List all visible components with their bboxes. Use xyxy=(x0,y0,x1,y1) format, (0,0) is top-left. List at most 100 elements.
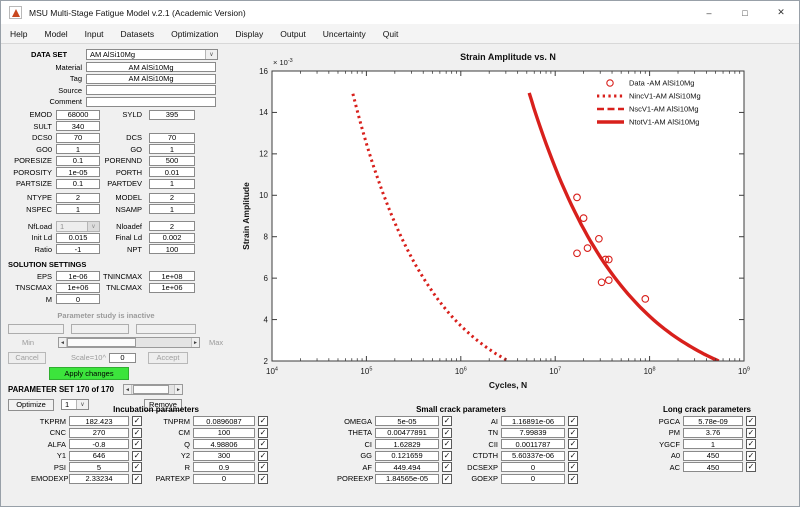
parameter-set-slider[interactable]: ◄ ► xyxy=(123,384,184,395)
remove-button[interactable]: Remove xyxy=(144,398,182,411)
field-material-input[interactable]: AM AlSi10Mg xyxy=(86,62,216,72)
field-pgca-input[interactable]: 5.78e-09 xyxy=(683,416,743,427)
field-ntype-input[interactable]: 2 xyxy=(56,192,100,203)
checkbox-y2[interactable]: ✓ xyxy=(258,450,268,461)
checkbox-dcsexp[interactable]: ✓ xyxy=(568,462,578,473)
minimize-icon[interactable]: – xyxy=(706,7,712,18)
menu-item-datasets[interactable]: Datasets xyxy=(120,28,155,39)
menu-item-uncertainty[interactable]: Uncertainty xyxy=(322,28,366,39)
field-tn-input[interactable]: 7.99839 xyxy=(501,427,565,438)
arrow-right-icon[interactable]: ► xyxy=(191,338,199,347)
field-r-input[interactable]: 0.9 xyxy=(193,462,255,473)
field-alfa-input[interactable]: -0.8 xyxy=(69,439,129,450)
field-ctdth-input[interactable]: 5.60337e-06 xyxy=(501,450,565,461)
field-nfload-select[interactable]: 1 ∨ xyxy=(56,220,100,232)
field-go-input[interactable]: 1 xyxy=(149,144,195,154)
field-nsamp-input[interactable]: 1 xyxy=(149,204,195,214)
field-ci-input[interactable]: 1.62829 xyxy=(375,439,439,450)
checkbox-ctdth[interactable]: ✓ xyxy=(568,450,578,461)
checkbox-a0[interactable]: ✓ xyxy=(746,450,756,461)
field-y1-input[interactable]: 646 xyxy=(69,450,129,461)
menu-item-optimization[interactable]: Optimization xyxy=(171,28,219,39)
param-study-field-1[interactable] xyxy=(8,323,64,334)
field-eps-input[interactable]: 1e-06 xyxy=(56,271,100,281)
menu-item-display[interactable]: Display xyxy=(235,28,264,39)
checkbox-ygcf[interactable]: ✓ xyxy=(746,439,756,450)
checkbox-ac[interactable]: ✓ xyxy=(746,462,756,473)
field-q-input[interactable]: 4.98806 xyxy=(193,439,255,450)
field-cnc-input[interactable]: 270 xyxy=(69,427,129,438)
checkbox-ai[interactable]: ✓ xyxy=(568,416,578,427)
field-emod-input[interactable]: 68000 xyxy=(56,109,100,120)
field-syld-input[interactable]: 395 xyxy=(149,109,195,120)
field-tkprm-input[interactable]: 182.423 xyxy=(69,416,129,427)
menu-item-help[interactable]: Help xyxy=(10,28,28,39)
menu-item-quit[interactable]: Quit xyxy=(382,28,399,39)
checkbox-cnc[interactable]: ✓ xyxy=(132,427,142,438)
checkbox-tkprm[interactable]: ✓ xyxy=(132,416,142,427)
menu-item-output[interactable]: Output xyxy=(280,28,306,39)
close-icon[interactable]: ✕ xyxy=(777,7,785,17)
menu-item-input[interactable]: Input xyxy=(84,28,104,39)
dataset-select[interactable]: AM AlSi10Mg ∨ xyxy=(86,49,218,60)
field-ygcf-input[interactable]: 1 xyxy=(683,439,743,450)
field-goexp-input[interactable]: 0 xyxy=(501,473,565,484)
field-tnlcmax-input[interactable]: 1e+06 xyxy=(149,282,195,293)
field-cm-input[interactable]: 100 xyxy=(193,427,255,438)
field-a0-input[interactable]: 450 xyxy=(683,450,743,461)
arrow-right-icon[interactable]: ► xyxy=(174,385,183,394)
field-ratio-input[interactable]: -1 xyxy=(56,244,100,254)
field-porennd-input[interactable]: 500 xyxy=(149,155,195,166)
optimize-button[interactable]: Optimize xyxy=(8,398,54,411)
field-tnscmax-input[interactable]: 1e+06 xyxy=(56,282,100,293)
field-m-input[interactable]: 0 xyxy=(56,294,100,304)
field-final-ld-input[interactable]: 0.002 xyxy=(149,232,195,243)
field-nspec-input[interactable]: 1 xyxy=(56,204,100,214)
field-partexp-input[interactable]: 0 xyxy=(193,473,255,484)
checkbox-emodexp[interactable]: ✓ xyxy=(132,473,142,484)
checkbox-pgca[interactable]: ✓ xyxy=(746,416,756,427)
range-slider[interactable]: ◄ ► xyxy=(58,337,200,348)
checkbox-ci[interactable]: ✓ xyxy=(442,439,452,450)
param-study-field-2[interactable] xyxy=(71,323,129,334)
field-dcs-input[interactable]: 70 xyxy=(149,132,195,143)
field-go0-input[interactable]: 1 xyxy=(56,144,100,154)
checkbox-alfa[interactable]: ✓ xyxy=(132,439,142,450)
field-comment-input[interactable] xyxy=(86,96,216,107)
checkbox-cii[interactable]: ✓ xyxy=(568,439,578,450)
field-npt-input[interactable]: 100 xyxy=(149,244,195,254)
apply-changes-button[interactable]: Apply changes xyxy=(49,366,129,380)
param-study-field-3[interactable] xyxy=(136,323,196,334)
field-cii-input[interactable]: 0.0011787 xyxy=(501,439,565,450)
slider-thumb[interactable] xyxy=(132,385,169,394)
field-af-input[interactable]: 449.494 xyxy=(375,462,439,473)
checkbox-pm[interactable]: ✓ xyxy=(746,427,756,438)
field-model-input[interactable]: 2 xyxy=(149,192,195,203)
checkbox-af[interactable]: ✓ xyxy=(442,462,452,473)
field-theta-input[interactable]: 0.00477891 xyxy=(375,427,439,438)
slider-thumb[interactable] xyxy=(67,338,137,347)
field-ac-input[interactable]: 450 xyxy=(683,462,743,473)
field-tag-input[interactable]: AM AlSi10Mg xyxy=(86,73,216,84)
accept-button[interactable]: Accept xyxy=(148,351,189,364)
field-source-input[interactable] xyxy=(86,85,216,95)
arrow-left-icon[interactable]: ◄ xyxy=(124,385,133,394)
field-poreexp-input[interactable]: 1.84565e-05 xyxy=(375,473,439,484)
field-tnprm-input[interactable]: 0.0896087 xyxy=(193,416,255,427)
checkbox-r[interactable]: ✓ xyxy=(258,462,268,473)
field-dcsexp-input[interactable]: 0 xyxy=(501,462,565,473)
field-emodexp-input[interactable]: 2.33234 xyxy=(69,473,129,484)
field-init-ld-input[interactable]: 0.015 xyxy=(56,232,100,243)
field-nloadef-input[interactable]: 2 xyxy=(149,221,195,231)
field-y2-input[interactable]: 300 xyxy=(193,450,255,461)
field-psi-input[interactable]: 5 xyxy=(69,462,129,473)
checkbox-cm[interactable]: ✓ xyxy=(258,427,268,438)
field-tnincmax-input[interactable]: 1e+08 xyxy=(149,271,195,281)
field-pm-input[interactable]: 3.76 xyxy=(683,427,743,438)
checkbox-psi[interactable]: ✓ xyxy=(132,462,142,473)
field-partsize-input[interactable]: 0.1 xyxy=(56,178,100,189)
checkbox-poreexp[interactable]: ✓ xyxy=(442,473,452,484)
field-sult-input[interactable]: 340 xyxy=(56,121,100,131)
field-porosity-input[interactable]: 1e-05 xyxy=(56,167,100,177)
field-porth-input[interactable]: 0.01 xyxy=(149,167,195,177)
